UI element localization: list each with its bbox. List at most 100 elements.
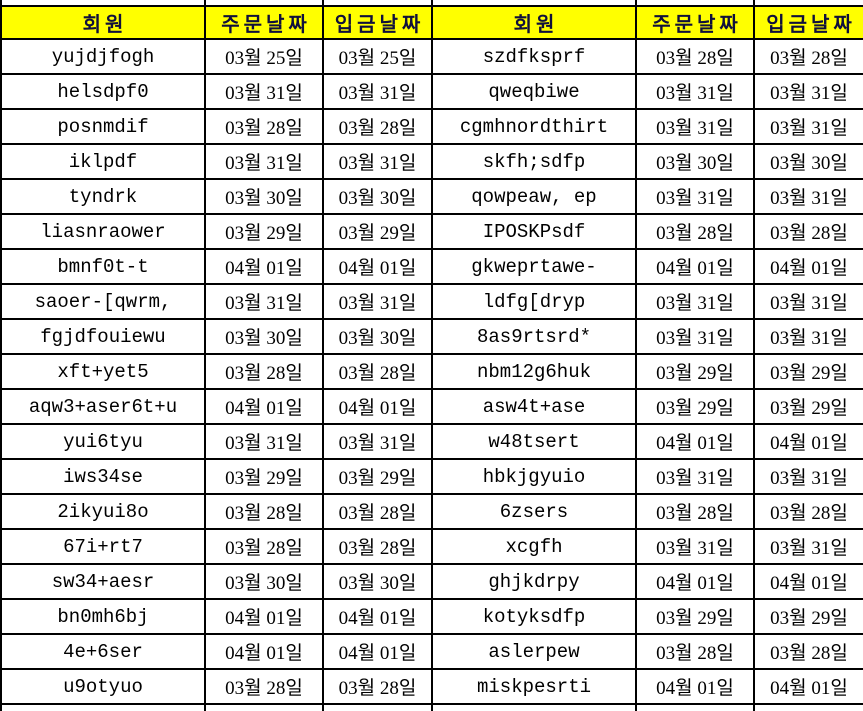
member-cell[interactable]: qowpeaw, ep [431,178,637,215]
order-date-cell[interactable]: 03월 31일 [204,283,324,320]
order-date-cell[interactable]: 04월 01일 [635,423,755,460]
order-date-cell[interactable]: 03월 29일 [635,353,755,390]
order-date-cell[interactable]: 03월 31일 [635,318,755,355]
order-date-cell[interactable]: 03월 31일 [635,283,755,320]
deposit-date-cell[interactable]: 03월 29일 [753,598,863,635]
deposit-date-cell[interactable]: 04월 01일 [753,668,863,705]
order-date-cell[interactable]: 03월 31일 [204,73,324,110]
member-cell[interactable]: aqw3+aser6t+u [0,388,206,425]
header-order-date-right[interactable]: 주문날짜 [635,5,755,40]
member-cell[interactable]: nbm12g6huk [431,353,637,390]
order-date-cell[interactable]: 03월 28일 [204,528,324,565]
order-date-cell[interactable]: 03월 31일 [635,178,755,215]
deposit-date-cell[interactable]: 03월 28일 [322,353,433,390]
member-cell[interactable]: ldfg[dryp [431,283,637,320]
member-cell[interactable]: fgjdfouiewu [0,318,206,355]
order-date-cell[interactable]: 04월 01일 [204,598,324,635]
member-cell[interactable]: w48tsert [431,423,637,460]
order-date-cell[interactable]: 03월 28일 [635,633,755,670]
order-date-cell[interactable]: 03월 29일 [635,598,755,635]
order-date-cell[interactable]: 04월 01일 [204,633,324,670]
order-date-cell[interactable]: 03월 31일 [204,143,324,180]
order-date-cell[interactable]: 03월 31일 [204,423,324,460]
order-date-cell[interactable]: 04월 01일 [635,668,755,705]
member-cell[interactable]: tyndrk [0,178,206,215]
deposit-date-cell[interactable]: 03월 31일 [753,73,863,110]
member-cell[interactable]: sw34+aesr [0,563,206,600]
order-date-cell[interactable]: 03월 29일 [204,213,324,250]
member-cell[interactable]: ghjkdrpy [431,563,637,600]
order-date-cell[interactable]: 03월 30일 [204,178,324,215]
member-cell[interactable]: qweqbiwe [431,73,637,110]
deposit-date-cell[interactable]: 03월 28일 [753,493,863,530]
order-date-cell[interactable]: 03월 28일 [204,493,324,530]
deposit-date-cell[interactable]: 03월 29일 [322,213,433,250]
order-date-cell[interactable]: 03월 28일 [635,493,755,530]
member-cell[interactable]: saoer-[qwrm, [0,283,206,320]
header-member-left[interactable]: 회원 [0,5,206,40]
deposit-date-cell[interactable]: 03월 29일 [753,388,863,425]
deposit-date-cell[interactable]: 03월 31일 [753,528,863,565]
deposit-date-cell[interactable]: 03월 28일 [753,213,863,250]
member-cell[interactable]: yujdjfogh [0,38,206,75]
deposit-date-cell[interactable]: 03월 29일 [753,353,863,390]
header-deposit-date-left[interactable]: 입금날짜 [322,5,433,40]
member-cell[interactable]: szdfksprf [431,38,637,75]
deposit-date-cell[interactable]: 03월 31일 [753,178,863,215]
order-date-cell[interactable]: 03월 31일 [635,528,755,565]
order-date-cell[interactable]: 03월 25일 [204,38,324,75]
order-date-cell[interactable]: 03월 31일 [635,73,755,110]
deposit-date-cell[interactable]: 03월 25일 [322,38,433,75]
deposit-date-cell[interactable]: 04월 01일 [322,633,433,670]
member-cell[interactable]: yui6tyu [0,423,206,460]
member-cell[interactable]: u9otyuo [0,668,206,705]
order-date-cell[interactable]: 03월 30일 [204,563,324,600]
deposit-date-cell[interactable]: 04월 01일 [753,423,863,460]
member-cell[interactable]: miskpesrti [431,668,637,705]
deposit-date-cell[interactable]: 04월 01일 [322,248,433,285]
order-date-cell[interactable]: 04월 01일 [635,248,755,285]
member-cell[interactable]: iws34se [0,458,206,495]
order-date-cell[interactable]: 03월 29일 [204,458,324,495]
deposit-date-cell[interactable]: 03월 28일 [322,493,433,530]
order-date-cell[interactable]: 03월 30일 [204,318,324,355]
deposit-date-cell[interactable]: 04월 01일 [322,598,433,635]
member-cell[interactable]: iklpdf [0,143,206,180]
member-cell[interactable]: bmnf0t-t [0,248,206,285]
deposit-date-cell[interactable]: 03월 30일 [322,563,433,600]
order-date-cell[interactable]: 03월 28일 [635,38,755,75]
member-cell[interactable]: xcgfh [431,528,637,565]
member-cell[interactable]: IPOSKPsdf [431,213,637,250]
member-cell[interactable]: 67i+rt7 [0,528,206,565]
header-order-date-left[interactable]: 주문날짜 [204,5,324,40]
member-cell[interactable]: posnmdif [0,108,206,145]
order-date-cell[interactable]: 03월 29일 [635,388,755,425]
member-cell[interactable]: 4e+6ser [0,633,206,670]
deposit-date-cell[interactable]: 03월 31일 [322,283,433,320]
order-date-cell[interactable]: 03월 28일 [635,213,755,250]
deposit-date-cell[interactable]: 04월 01일 [322,388,433,425]
member-cell[interactable]: bn0mh6bj [0,598,206,635]
member-cell[interactable]: xft+yet5 [0,353,206,390]
order-date-cell[interactable]: 03월 31일 [635,458,755,495]
member-cell[interactable]: liasnraower [0,213,206,250]
order-date-cell[interactable]: 03월 31일 [635,108,755,145]
deposit-date-cell[interactable]: 03월 28일 [322,668,433,705]
member-cell[interactable]: 2ikyui8o [0,493,206,530]
deposit-date-cell[interactable]: 03월 31일 [322,73,433,110]
member-cell[interactable]: gkweprtawe- [431,248,637,285]
member-cell[interactable]: kotyksdfp [431,598,637,635]
deposit-date-cell[interactable]: 03월 30일 [322,178,433,215]
member-cell[interactable]: 8as9rtsrd* [431,318,637,355]
deposit-date-cell[interactable]: 03월 28일 [322,528,433,565]
header-member-right[interactable]: 회원 [431,5,637,40]
deposit-date-cell[interactable]: 03월 28일 [322,108,433,145]
member-cell[interactable]: hbkjgyuio [431,458,637,495]
deposit-date-cell[interactable]: 03월 31일 [322,423,433,460]
order-date-cell[interactable]: 04월 01일 [204,388,324,425]
header-deposit-date-right[interactable]: 입금날짜 [753,5,863,40]
deposit-date-cell[interactable]: 03월 31일 [753,283,863,320]
member-cell[interactable]: asw4t+ase [431,388,637,425]
deposit-date-cell[interactable]: 03월 31일 [322,143,433,180]
deposit-date-cell[interactable]: 03월 28일 [753,38,863,75]
